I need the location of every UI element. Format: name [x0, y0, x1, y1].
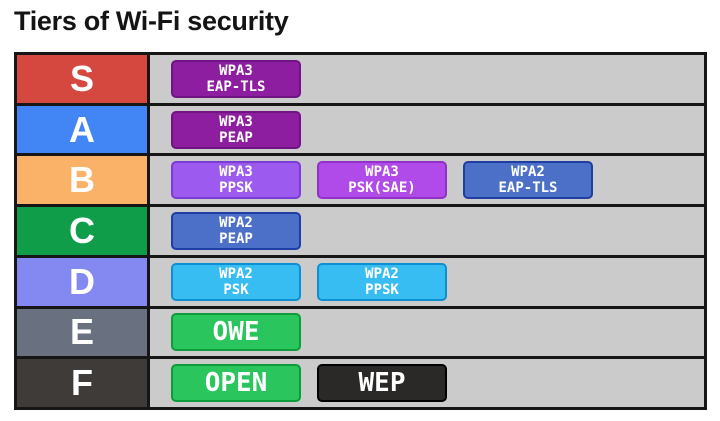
badge-label-line: WPA2: [219, 265, 253, 282]
tier-table: S WPA3 EAP-TLS A WPA3 PEAP B WPA3 PPSK W…: [14, 52, 707, 410]
tier-row-s: S WPA3 EAP-TLS: [17, 55, 704, 106]
badge-label-line: PPSK: [219, 180, 253, 197]
tier-label-cell-s: S: [17, 55, 150, 103]
tier-row-f: F OPEN WEP: [17, 359, 704, 408]
tier-row-a: A WPA3 PEAP: [17, 105, 704, 157]
badge-label-line: OPEN: [204, 368, 268, 399]
badge-wpa2-eap-tls[interactable]: WPA2 EAP-TLS: [463, 161, 593, 200]
badge-label-line: WPA3: [219, 62, 253, 79]
tier-row-content: OPEN WEP: [150, 359, 704, 408]
tier-label-cell-b: B: [17, 156, 150, 205]
page-title: Tiers of Wi-Fi security: [14, 6, 289, 36]
tier-label-cell-a: A: [17, 105, 150, 154]
tier-row-content: WPA2 PEAP: [150, 207, 704, 255]
badge-wpa3-eap-tls[interactable]: WPA3 EAP-TLS: [171, 59, 301, 98]
tier-row-content: OWE: [150, 308, 704, 357]
badge-label-line: WPA3: [219, 113, 253, 130]
tier-letter: S: [69, 57, 94, 99]
badge-wpa3-ppsk[interactable]: WPA3 PPSK: [171, 161, 301, 200]
tier-letter: B: [69, 159, 95, 201]
badge-wpa2-peap[interactable]: WPA2 PEAP: [171, 212, 301, 251]
tier-letter: F: [71, 362, 93, 404]
tier-label-cell-e: E: [17, 308, 150, 357]
tier-row-c: C WPA2 PEAP: [17, 207, 704, 258]
tier-row-content: WPA3 PPSK WPA3 PSK(SAE) WPA2 EAP-TLS: [150, 156, 704, 205]
badge-label-line: WPA3: [219, 164, 253, 181]
badge-label-line: PEAP: [219, 129, 253, 146]
tier-letter: A: [69, 108, 95, 150]
tier-label-cell-d: D: [17, 257, 150, 306]
tier-row-d: D WPA2 PSK WPA2 PPSK: [17, 257, 704, 309]
tier-row-content: WPA3 PEAP: [150, 105, 704, 154]
tier-row-b: B WPA3 PPSK WPA3 PSK(SAE) WPA2 EAP-TLS: [17, 156, 704, 208]
badge-label-line: PEAP: [219, 231, 253, 248]
badge-label-line: WPA2: [365, 265, 399, 282]
badge-label-line: PSK: [223, 281, 249, 298]
badge-label-line: PPSK: [365, 281, 399, 298]
badge-label-line: EAP-TLS: [498, 180, 558, 197]
badge-label-line: WPA2: [219, 215, 253, 232]
badge-label-line: PSK(SAE): [348, 180, 416, 197]
badge-label-line: WPA2: [511, 164, 545, 181]
tier-label-cell-c: C: [17, 207, 150, 255]
tier-row-content: WPA2 PSK WPA2 PPSK: [150, 257, 704, 306]
badge-wep[interactable]: WEP: [317, 364, 447, 403]
tier-letter: C: [69, 210, 95, 252]
tier-label-cell-f: F: [17, 359, 150, 408]
tier-row-e: E OWE: [17, 308, 704, 360]
tier-letter: D: [69, 260, 95, 302]
badge-label-line: WEP: [358, 368, 406, 399]
badge-wpa3-peap[interactable]: WPA3 PEAP: [171, 110, 301, 149]
tier-letter: E: [69, 311, 94, 353]
tier-row-content: WPA3 EAP-TLS: [150, 55, 704, 103]
badge-owe[interactable]: OWE: [171, 313, 301, 352]
badge-open[interactable]: OPEN: [171, 364, 301, 403]
badge-label-line: EAP-TLS: [206, 78, 266, 95]
badge-wpa3-psk-sae[interactable]: WPA3 PSK(SAE): [317, 161, 447, 200]
badge-wpa2-ppsk[interactable]: WPA2 PPSK: [317, 262, 447, 301]
badge-wpa2-psk[interactable]: WPA2 PSK: [171, 262, 301, 301]
badge-label-line: OWE: [212, 317, 260, 348]
badge-label-line: WPA3: [365, 164, 399, 181]
